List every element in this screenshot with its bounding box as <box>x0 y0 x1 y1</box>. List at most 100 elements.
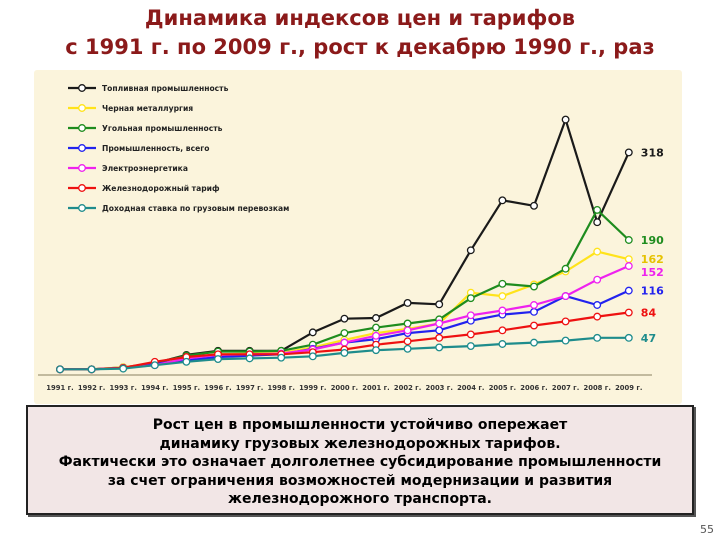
data-point <box>498 279 507 288</box>
data-point <box>277 353 286 362</box>
x-tick-label: 1992 г. <box>78 384 105 392</box>
data-point <box>593 312 602 321</box>
data-point <box>182 357 191 366</box>
x-tick-label: 2006 г. <box>520 384 547 392</box>
data-point <box>593 275 602 284</box>
data-point <box>340 338 349 347</box>
legend-marker <box>78 144 86 152</box>
data-point <box>435 343 444 352</box>
data-point <box>561 336 570 345</box>
legend-label: Железнодорожный тариф <box>102 184 220 193</box>
data-point <box>561 317 570 326</box>
x-tick-label: 2002 г. <box>394 384 421 392</box>
data-point <box>561 264 570 273</box>
legend-label: Промышленность, всего <box>102 144 209 153</box>
data-point <box>435 319 444 328</box>
chart-area: 1991 г. 1992 г. 1993 г. 1994 г. 1995 г. 1996 … <box>34 70 682 404</box>
x-tick-label: 1995 г. <box>173 384 200 392</box>
series-end-label: 116 <box>641 285 664 298</box>
legend-marker <box>78 204 86 212</box>
data-point <box>624 333 633 342</box>
data-point <box>403 337 412 346</box>
data-point <box>624 236 633 244</box>
x-tick-label: 2000 г. <box>331 384 358 392</box>
legend-marker <box>78 84 86 92</box>
title-line-2: с 1991 г. по 2009 г., рост к декабрю 199… <box>65 35 655 59</box>
note-line: за счет ограничения возможностей модерни… <box>107 472 613 489</box>
x-tick-label: 1999 г. <box>299 384 326 392</box>
data-point <box>593 333 602 342</box>
data-point <box>561 292 570 301</box>
data-point <box>214 355 222 364</box>
legend-label: Доходная ставка по грузовым перевозкам <box>102 204 289 213</box>
data-point <box>403 326 412 335</box>
data-point <box>593 301 602 309</box>
legend-marker <box>78 164 86 172</box>
legend-marker <box>78 104 86 112</box>
x-tick-label: 1993 г. <box>109 384 136 392</box>
series-end-label: 318 <box>641 146 664 159</box>
data-point <box>624 286 633 295</box>
data-point <box>403 298 412 307</box>
x-tick-label: 2005 г. <box>489 384 516 392</box>
legend-marker <box>78 124 86 132</box>
legend-label: Черная металлургия <box>102 104 193 113</box>
legend-label: Угольная промышленность <box>102 124 223 133</box>
data-point <box>466 311 475 320</box>
data-point <box>245 354 254 363</box>
data-point <box>435 300 444 309</box>
x-tick-label: 1996 г. <box>204 384 231 392</box>
title-line-1: Динамика индексов цен и тарифов <box>144 6 576 30</box>
series-end-label: 162 <box>641 253 664 266</box>
data-point <box>403 344 412 353</box>
data-point <box>624 148 633 157</box>
data-point <box>530 301 538 309</box>
x-tick-label: 2001 г. <box>362 384 389 392</box>
plot-background <box>34 70 682 404</box>
note-line: динамику грузовых железнодорожных тарифо… <box>159 435 561 452</box>
x-tick-label: 1998 г. <box>267 384 294 392</box>
data-point <box>498 306 507 315</box>
data-point <box>530 282 538 291</box>
data-point <box>498 326 507 335</box>
data-point <box>340 329 349 338</box>
data-point <box>530 201 538 210</box>
data-point <box>119 364 128 373</box>
data-point <box>372 314 380 322</box>
data-point <box>435 333 444 342</box>
data-point <box>340 314 349 323</box>
data-point <box>593 205 602 214</box>
page-title: Динамика индексов цен и тарифов с 1991 г… <box>0 4 720 62</box>
x-tick-label: 2007 г. <box>552 384 579 392</box>
data-point <box>372 331 380 340</box>
x-tick-label: 2003 г. <box>425 384 452 392</box>
x-tick-label: 2008 г. <box>583 384 610 392</box>
series-end-label: 152 <box>641 266 664 279</box>
data-point <box>498 196 507 205</box>
data-point <box>466 294 475 303</box>
data-point <box>435 326 444 335</box>
data-point <box>530 338 538 347</box>
data-point <box>498 340 507 348</box>
series-end-label: 84 <box>641 307 657 320</box>
data-point <box>403 319 412 328</box>
legend-label: Топливная промышленность <box>102 84 229 93</box>
data-point <box>87 365 96 374</box>
data-point <box>593 218 602 227</box>
data-point <box>624 255 633 264</box>
conclusion-note: Рост цен в промышленности устойчиво опер… <box>26 405 694 515</box>
page-number: 55 <box>700 523 714 536</box>
data-point <box>372 323 380 332</box>
data-point <box>530 321 538 330</box>
data-point <box>466 330 475 339</box>
data-point <box>561 115 570 124</box>
legend-marker <box>78 184 86 192</box>
x-tick-label: 1991 г. <box>46 384 73 392</box>
series-end-label: 190 <box>641 234 664 247</box>
x-tick-label: 1997 г. <box>236 384 263 392</box>
data-point <box>372 346 380 355</box>
series-end-label: 47 <box>641 332 656 345</box>
data-point <box>150 361 159 370</box>
line-chart: 1991 г. 1992 г. 1993 г. 1994 г. 1995 г. 1996 … <box>34 70 682 404</box>
data-point <box>308 352 317 361</box>
